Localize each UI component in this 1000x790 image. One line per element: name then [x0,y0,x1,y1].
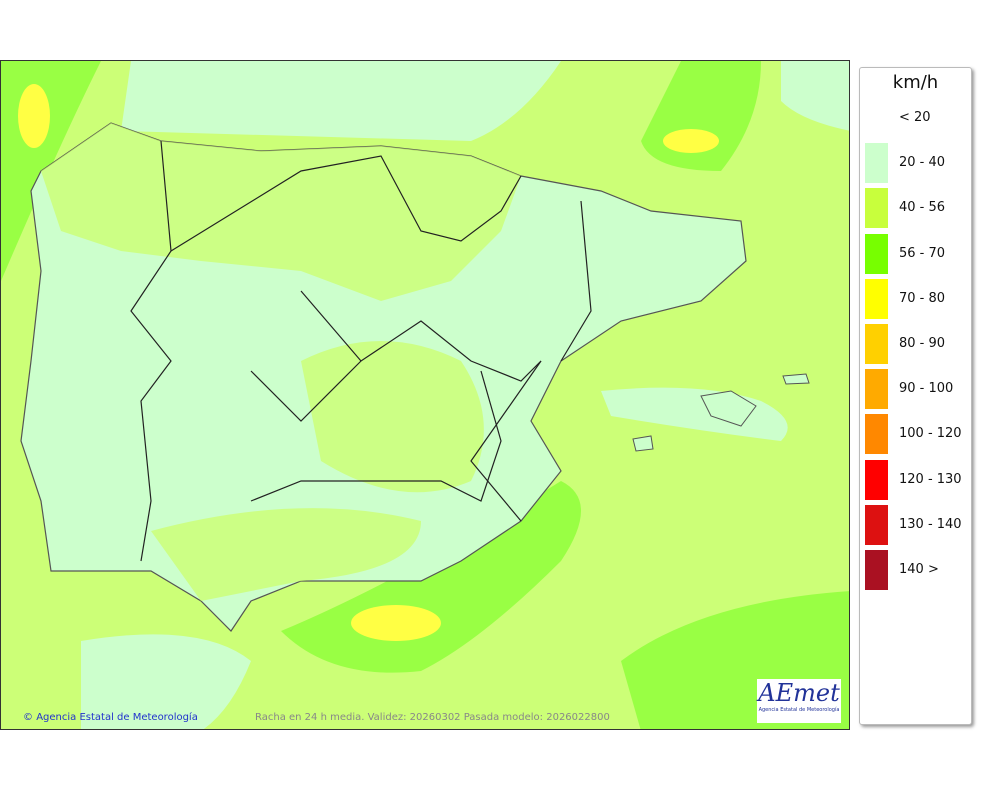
south-40-56 [151,508,421,601]
legend-item: < 20 [865,98,965,138]
legend-label: 56 - 70 [899,245,946,261]
wind-gust-map[interactable]: © Agencia Estatal de Meteorología Racha … [0,60,850,730]
ibiza [632,435,654,452]
legend-label: 90 - 100 [899,381,954,397]
legend-label: 100 - 120 [899,426,962,442]
mallorca [700,390,757,427]
legend-swatch [865,143,888,184]
map-canvas [1,61,849,729]
atlantic-70-80 [18,84,50,148]
legend-item: 80 - 90 [865,324,965,364]
legend: km/h < 20 20 - 40 40 - 56 56 - 70 70 - 80 80 … [859,67,972,725]
legend-label: 40 - 56 [899,200,946,216]
legend-item: 100 - 120 [865,414,965,455]
legend-label: < 20 [899,110,931,125]
logo-mark: AEmet [758,679,840,707]
legend-swatch [865,504,888,545]
map-caption: Racha en 24 h media. Validez: 20260302 P… [255,712,610,723]
legend-swatch [865,369,888,410]
alboran-70-80 [351,605,441,641]
credit-text: Agencia Estatal de Meteorología [36,712,198,723]
legend-swatch [865,324,888,364]
legend-swatch [865,550,888,590]
legend-item: 40 - 56 [865,188,965,229]
legend-label: 80 - 90 [899,336,946,351]
legend-label: 70 - 80 [899,290,946,306]
legend-item: 20 - 40 [865,143,965,184]
aemet-logo: AEmet Agencia Estatal de Meteorología [757,679,841,723]
legend-item: 70 - 80 [865,278,965,319]
north-40-56 [41,123,521,301]
legend-label: 20 - 40 [899,155,946,171]
legend-label: 140 > [899,562,939,577]
morocco-20-40 [81,634,251,729]
legend-swatch [865,188,888,229]
legend-item: 120 - 130 [865,459,965,500]
legend-label: 130 - 140 [899,516,962,532]
france-20-40 [781,61,849,131]
legend-label: 120 - 130 [899,471,962,487]
legend-swatch [865,278,888,319]
region-borders [130,140,592,562]
legend-item: 56 - 70 [865,233,965,274]
logo-subtitle: Agencia Estatal de Meteorología [758,707,840,713]
legend-swatch [865,414,888,455]
legend-item: 90 - 100 [865,369,965,410]
agency-credit: © Agencia Estatal de Meteorología [23,712,198,723]
center-40-56 [301,341,484,493]
legend-unit: km/h [892,72,939,93]
legend-item: 140 > [865,550,965,590]
legend-item: 130 - 140 [865,504,965,545]
legend-swatch [865,459,888,500]
cantabrian-20-40 [121,61,561,141]
legend-swatch [865,233,888,274]
menorca [782,373,810,385]
gulf-lion-70-80 [663,129,719,153]
legend-swatch [865,98,888,138]
